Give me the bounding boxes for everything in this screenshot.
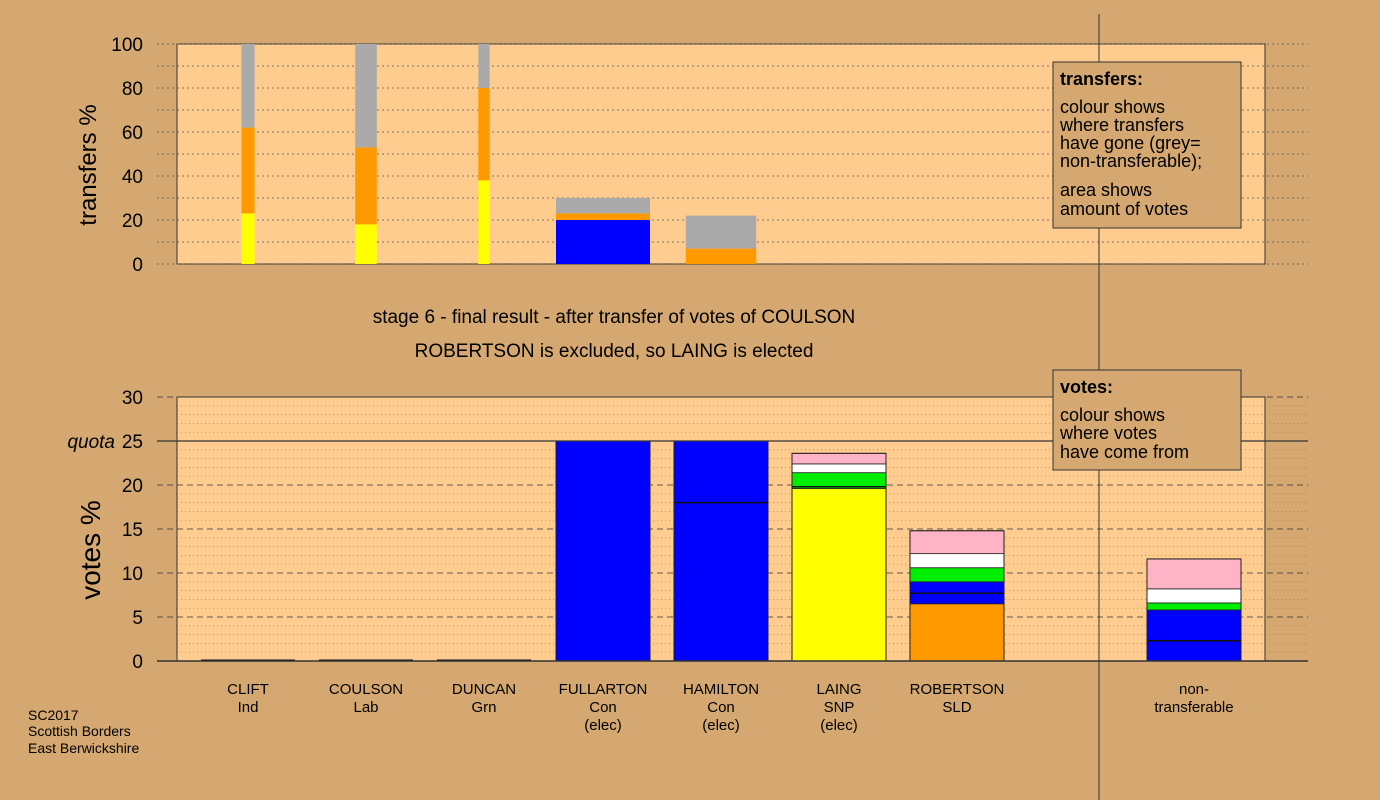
candidate-label: (elec) bbox=[584, 717, 622, 734]
transfers-axis-title: transfers % bbox=[75, 104, 102, 225]
transfer-bar-segment bbox=[478, 180, 490, 264]
transfers-legend-line: have gone (grey= bbox=[1060, 133, 1201, 153]
footer: SC2017 Scottish Borders East Berwickshir… bbox=[28, 707, 139, 756]
candidate-label: Grn bbox=[471, 699, 496, 716]
transfers-legend-line: area shows bbox=[1060, 180, 1152, 200]
votes-legend: votes: colour shows where votes have com… bbox=[1052, 369, 1242, 471]
footer-line: East Berwickshire bbox=[28, 740, 139, 756]
transfers-y-tick-label: 20 bbox=[122, 211, 143, 232]
candidate-label: Lab bbox=[353, 699, 378, 716]
votes-axis-title: votes % bbox=[75, 500, 106, 600]
vote-bar-segment bbox=[1146, 558, 1242, 590]
transfers-y-tick-label: 0 bbox=[132, 255, 143, 276]
transfer-bar-segment bbox=[556, 198, 650, 214]
votes-y-tick-label: 10 bbox=[122, 564, 143, 585]
transfers-legend-line: amount of votes bbox=[1060, 199, 1188, 219]
candidate-label: Ind bbox=[238, 699, 259, 716]
candidate-label: COULSON bbox=[329, 681, 403, 698]
candidate-label: Con bbox=[707, 699, 735, 716]
footer-line: SC2017 bbox=[28, 707, 79, 723]
votes-legend-line: colour shows bbox=[1060, 405, 1165, 425]
candidate-label: FULLARTON bbox=[559, 681, 648, 698]
votes-y-tick-label: 0 bbox=[132, 652, 143, 673]
candidate-label: Con bbox=[589, 699, 617, 716]
vote-bar-segment bbox=[909, 530, 1005, 555]
candidate-label: SNP bbox=[824, 699, 855, 716]
votes-y-tick-label: 15 bbox=[122, 520, 143, 541]
footer-line: Scottish Borders bbox=[28, 723, 131, 739]
vote-bar-segment bbox=[909, 567, 1005, 583]
vote-bar-segment bbox=[673, 440, 769, 662]
vote-bar-segment bbox=[909, 553, 1005, 569]
transfers-y-tick-label: 100 bbox=[111, 35, 143, 56]
votes-y-tick-label: 20 bbox=[122, 476, 143, 497]
candidate-label: DUNCAN bbox=[452, 681, 516, 698]
votes-legend-title: votes: bbox=[1060, 377, 1113, 397]
candidate-label: CLIFT bbox=[227, 681, 269, 698]
transfers-legend-line: non-transferable); bbox=[1060, 151, 1202, 171]
transfers-y-tick-label: 60 bbox=[122, 123, 143, 144]
candidate-label: ROBERTSON bbox=[910, 681, 1005, 698]
transfers-legend: transfers: colour shows where transfers … bbox=[1052, 61, 1242, 229]
vote-bar-segment bbox=[909, 603, 1005, 662]
vote-bar-segment bbox=[555, 440, 651, 662]
transfer-bar-segment bbox=[478, 88, 490, 181]
votes-legend-box bbox=[1052, 369, 1242, 471]
candidate-label: (elec) bbox=[820, 717, 858, 734]
transfers-y-tick-label: 40 bbox=[122, 167, 143, 188]
votes-legend-line: where votes bbox=[1059, 423, 1157, 443]
candidate-label: non- bbox=[1179, 681, 1209, 698]
vote-bar-segment bbox=[1146, 588, 1242, 604]
transfer-bar-segment bbox=[556, 213, 650, 220]
transfer-bar-segment bbox=[241, 213, 255, 264]
candidate-label: LAING bbox=[816, 681, 861, 698]
transfers-legend-box bbox=[1052, 61, 1242, 229]
vote-bar-segment bbox=[791, 452, 887, 465]
transfer-bar-segment bbox=[355, 147, 377, 225]
quota-label: quota bbox=[67, 432, 115, 453]
transfer-bar-segment bbox=[685, 248, 757, 264]
vote-bar-segment bbox=[1146, 602, 1242, 611]
transfers-legend-line: colour shows bbox=[1060, 97, 1165, 117]
transfer-bar-segment bbox=[556, 220, 650, 264]
transfer-bar-segment bbox=[355, 224, 377, 264]
candidate-label: transferable bbox=[1154, 699, 1233, 716]
candidate-label: HAMILTON bbox=[683, 681, 759, 698]
result-caption: ROBERTSON is excluded, so LAING is elect… bbox=[415, 341, 814, 362]
votes-legend-line: have come from bbox=[1060, 442, 1189, 462]
transfers-y-tick-label: 80 bbox=[122, 79, 143, 100]
candidate-label: SLD bbox=[942, 699, 971, 716]
transfer-bar-segment bbox=[241, 127, 255, 214]
votes-y-tick-label: 30 bbox=[122, 388, 143, 409]
votes-y-tick-label: 25 bbox=[122, 432, 143, 453]
transfers-legend-line: where transfers bbox=[1059, 115, 1184, 135]
transfer-bar-segment bbox=[355, 44, 377, 148]
transfer-bar-segment bbox=[241, 44, 255, 128]
transfer-bar-segment bbox=[478, 44, 490, 88]
vote-bar-segment bbox=[1146, 609, 1242, 662]
stage-caption: stage 6 - final result - after transfer … bbox=[373, 307, 856, 328]
votes-y-tick-label: 5 bbox=[132, 608, 143, 629]
transfer-bar-segment bbox=[685, 215, 757, 249]
candidate-label: (elec) bbox=[702, 717, 740, 734]
vote-bar-segment bbox=[791, 488, 887, 662]
transfers-legend-title: transfers: bbox=[1060, 69, 1143, 89]
vote-bar-segment bbox=[791, 463, 887, 474]
